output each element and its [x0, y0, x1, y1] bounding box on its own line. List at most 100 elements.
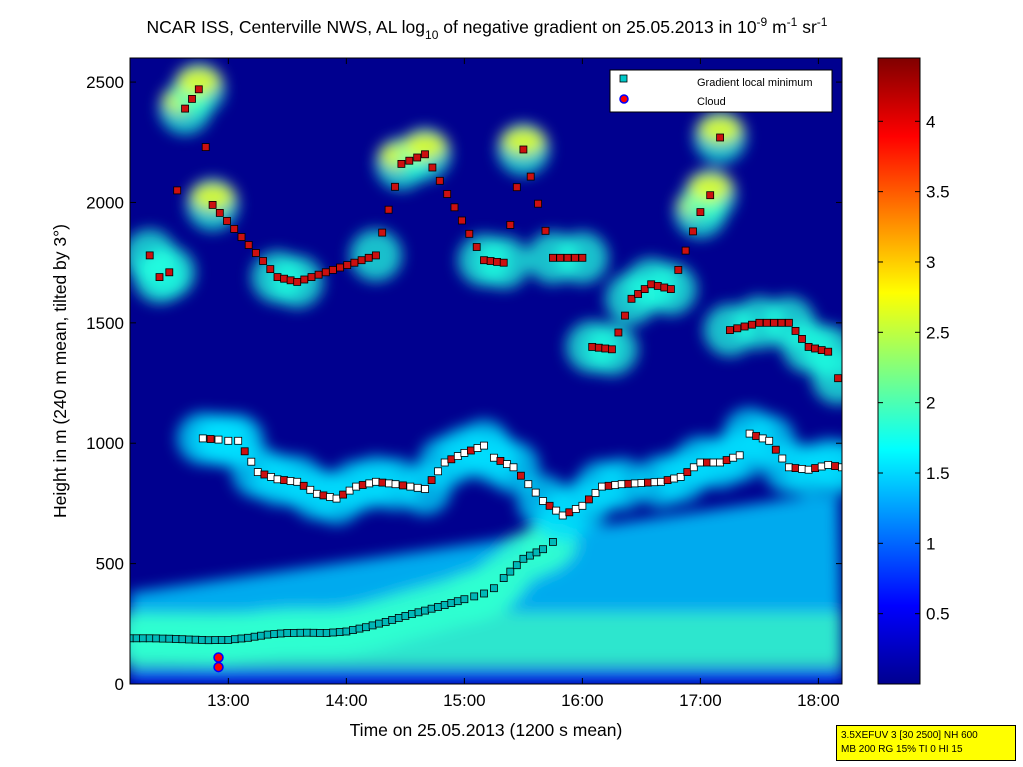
- x-tick-label: 15:00: [443, 691, 486, 710]
- gradient-marker: [460, 448, 469, 457]
- gradient-marker: [391, 480, 400, 489]
- gradient-marker: [381, 618, 390, 626]
- markers: [130, 85, 842, 673]
- gradient-marker: [614, 328, 623, 337]
- gradient-marker: [388, 616, 397, 624]
- colorbar-tick-label: 0.5: [926, 605, 950, 624]
- gradient-marker: [435, 176, 444, 185]
- gradient-marker: [526, 551, 534, 560]
- info-box: 3.5XEFUV 3 [30 2500] NH 600 MB 200 RG 15…: [836, 725, 1016, 761]
- gradient-marker: [397, 159, 406, 168]
- legend-gradient-marker: [619, 74, 628, 83]
- gradient-marker: [263, 630, 272, 639]
- gradient-marker: [578, 501, 587, 510]
- gradient-marker: [440, 458, 449, 467]
- gradient-marker: [299, 481, 308, 490]
- gradient-marker: [293, 277, 302, 286]
- gradient-marker: [755, 318, 764, 327]
- gradient-marker: [611, 481, 620, 489]
- gradient-marker: [427, 476, 436, 485]
- gradient-marker: [181, 104, 190, 113]
- x-axis-label: Time on 25.05.2013 (1200 s mean): [350, 720, 623, 740]
- gradient-marker: [740, 322, 749, 331]
- gradient-marker: [670, 474, 679, 483]
- gradient-marker: [413, 153, 422, 162]
- gradient-marker: [531, 488, 540, 497]
- gradient-marker: [824, 460, 833, 469]
- gradient-marker: [604, 481, 613, 490]
- gradient-marker: [674, 265, 683, 274]
- gradient-marker: [729, 453, 738, 462]
- gradient-marker: [421, 150, 429, 159]
- gradient-marker: [777, 318, 786, 327]
- gradient-marker: [365, 479, 374, 488]
- gradient-marker: [316, 629, 325, 637]
- gradient-marker: [342, 627, 351, 636]
- gradient-marker: [257, 631, 266, 640]
- gradient-marker: [709, 458, 718, 467]
- gradient-marker: [624, 479, 633, 488]
- gradient-marker: [230, 224, 239, 233]
- gradient-marker: [838, 463, 842, 472]
- gradient-marker: [722, 456, 731, 465]
- colorbar: 0.5 1 1.5 2 2.5 3 3.5 4: [877, 57, 950, 685]
- gradient-marker: [309, 628, 318, 637]
- gradient-marker: [321, 268, 330, 277]
- gradient-marker: [329, 628, 338, 637]
- gradient-marker: [391, 182, 399, 191]
- gradient-marker: [791, 464, 800, 473]
- gradient-marker: [240, 447, 249, 456]
- gradient-marker: [778, 454, 787, 463]
- gradient-marker: [214, 435, 223, 444]
- gradient-marker: [594, 343, 603, 352]
- y-tick-label: 1500: [86, 314, 124, 333]
- gradient-marker: [824, 347, 833, 356]
- gradient-marker: [385, 479, 393, 488]
- cloud-marker: [213, 661, 224, 673]
- gradient-marker: [506, 220, 515, 229]
- gradient-marker: [804, 342, 813, 351]
- gradient-marker: [657, 477, 665, 486]
- gradient-marker: [653, 281, 662, 290]
- gradient-marker: [276, 629, 285, 638]
- colorbar-tick-label: 3.5: [926, 183, 950, 202]
- gradient-marker: [644, 478, 652, 487]
- gradient-marker: [427, 604, 436, 613]
- gradient-marker: [637, 479, 646, 487]
- gradient-marker: [563, 253, 572, 262]
- gradient-marker: [447, 599, 456, 607]
- gradient-marker: [188, 95, 196, 103]
- gradient-marker: [512, 183, 521, 192]
- gradient-marker: [191, 635, 200, 644]
- gradient-marker: [460, 595, 469, 604]
- gradient-marker: [716, 458, 724, 467]
- colorbar-tick-label: 3: [926, 253, 935, 272]
- gradient-marker: [443, 190, 452, 198]
- gradient-marker: [588, 342, 597, 351]
- gradient-marker: [681, 246, 690, 255]
- gradient-marker: [152, 634, 161, 643]
- colorbar-tick-label: 1.5: [926, 464, 950, 483]
- gradient-marker: [489, 584, 498, 593]
- gradient-marker: [244, 241, 253, 249]
- gradient-marker: [155, 273, 164, 282]
- gradient-marker: [735, 451, 744, 460]
- gradient-marker: [251, 249, 260, 257]
- gradient-marker: [407, 610, 416, 618]
- gradient-marker: [378, 228, 387, 237]
- gradient-marker: [260, 470, 269, 479]
- gradient-marker: [591, 489, 600, 497]
- gradient-marker: [817, 346, 826, 355]
- gradient-marker: [413, 483, 422, 492]
- gradient-marker: [549, 538, 557, 546]
- gradient-marker: [178, 635, 187, 644]
- gradient-marker: [339, 490, 348, 499]
- gradient-marker: [273, 475, 282, 484]
- gradient-marker: [244, 633, 252, 642]
- gradient-marker: [703, 458, 711, 467]
- y-tick-label: 2500: [86, 73, 124, 92]
- gradient-marker: [499, 258, 508, 267]
- gradient-marker: [608, 345, 616, 354]
- gradient-marker: [185, 635, 193, 644]
- gradient-marker: [453, 452, 462, 461]
